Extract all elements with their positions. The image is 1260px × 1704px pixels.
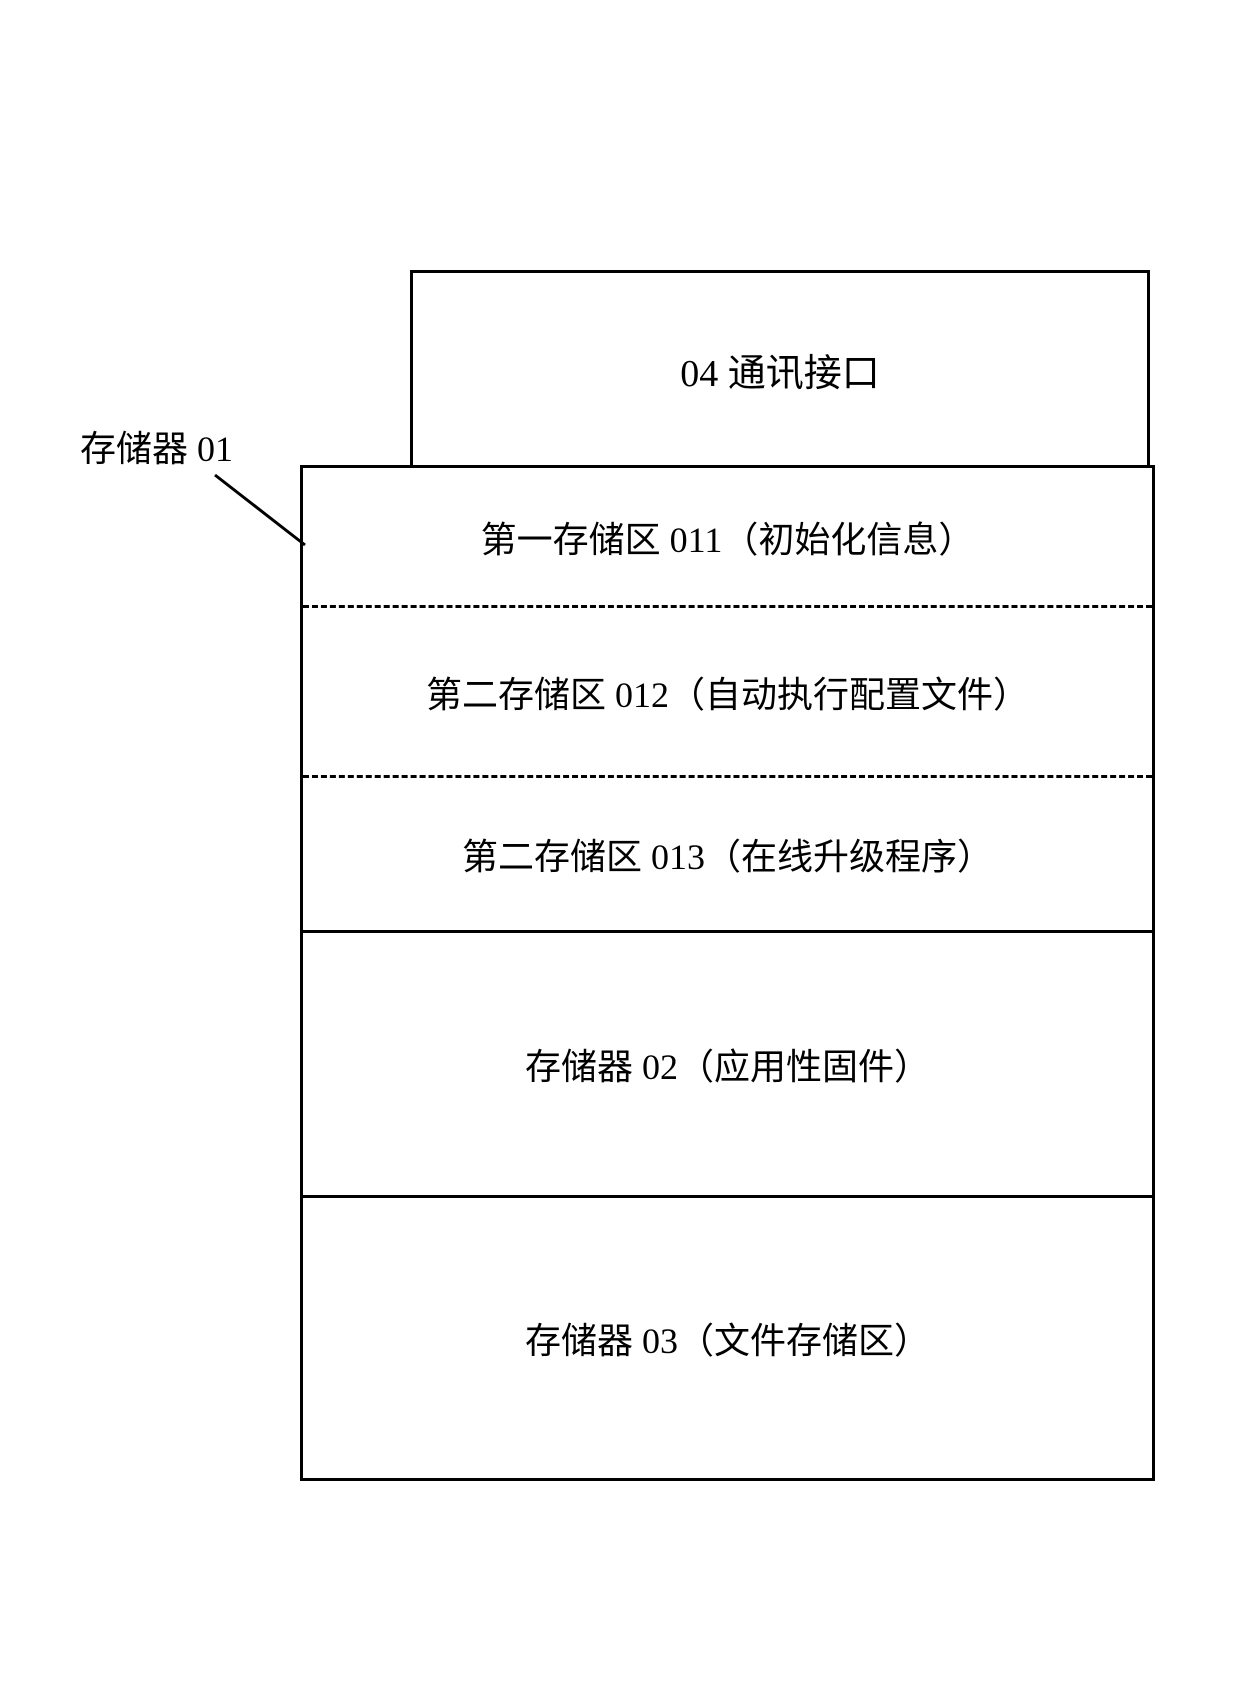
storage-area-013-label: 第二存储区 013（在线升级程序） [462,828,993,880]
comm-interface-label: 04 通讯接口 [680,342,880,397]
memory-02-box: 存储器 02（应用性固件） [303,933,1152,1198]
storage-area-012: 第二存储区 012（自动执行配置文件） [303,608,1152,778]
memory-03-box: 存储器 03（文件存储区） [303,1198,1152,1478]
storage-area-011-label: 第一存储区 011（初始化信息） [481,511,975,563]
memory-01-external-label: 存储器 01 [80,420,233,472]
storage-area-012-label: 第二存储区 012（自动执行配置文件） [426,666,1029,718]
label-connector-line [210,470,310,550]
memory-02-label: 存储器 02（应用性固件） [525,1038,930,1090]
comm-interface-box: 04 通讯接口 [410,270,1150,465]
storage-area-013: 第二存储区 013（在线升级程序） [303,778,1152,933]
storage-area-011: 第一存储区 011（初始化信息） [303,468,1152,608]
memory-stack: 第一存储区 011（初始化信息） 第二存储区 012（自动执行配置文件） 第二存… [300,465,1155,1481]
memory-03-label: 存储器 03（文件存储区） [525,1312,930,1364]
